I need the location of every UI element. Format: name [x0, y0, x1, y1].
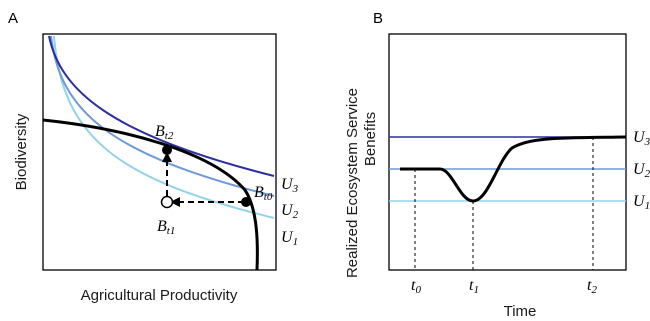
point-bt1 — [160, 195, 174, 209]
panel-a: A Bt2 Bt0 Bt1 U3 U2 U1 Agricultural Prod… — [8, 10, 299, 304]
panel-b-xlabel: Time — [504, 303, 537, 320]
arrow-head-up — [162, 152, 172, 162]
curve-u2 — [50, 35, 275, 197]
point-bt0 — [241, 197, 251, 207]
label-level-u2: U2 — [633, 161, 650, 180]
label-level-u3: U3 — [633, 129, 650, 148]
label-bt1: Bt1 — [157, 218, 175, 237]
point-bt2 — [162, 145, 172, 155]
tick-t0: t0 — [411, 277, 421, 296]
panel-a-letter: A — [8, 10, 18, 27]
panel-b-ylabel-line2: Benefits — [362, 112, 379, 166]
panel-b-ylabel-line1: Realized Ecosystem Service — [344, 88, 361, 278]
tick-t1: t1 — [469, 277, 479, 296]
label-bt2: Bt2 — [155, 123, 174, 142]
label-bt0: Bt0 — [254, 184, 273, 203]
ppf-curve — [42, 118, 259, 271]
label-u3: U3 — [281, 176, 299, 195]
panel-b-frame — [388, 33, 627, 271]
label-u1: U1 — [281, 229, 298, 248]
curve-u3 — [48, 35, 275, 177]
panel-a-xlabel: Agricultural Productivity — [81, 287, 238, 304]
benefits-curve — [400, 135, 627, 203]
tick-t2: t2 — [587, 277, 597, 296]
label-level-u1: U1 — [633, 193, 650, 212]
arrow-head-left — [170, 197, 180, 207]
label-u2: U2 — [281, 202, 299, 221]
panel-b: B U3 U2 U1 t0 t1 t2 Time Realized Ecosys… — [344, 10, 650, 320]
panel-a-frame — [42, 33, 277, 271]
panel-a-ylabel: Biodiversity — [13, 113, 30, 190]
panel-b-letter: B — [373, 10, 383, 27]
